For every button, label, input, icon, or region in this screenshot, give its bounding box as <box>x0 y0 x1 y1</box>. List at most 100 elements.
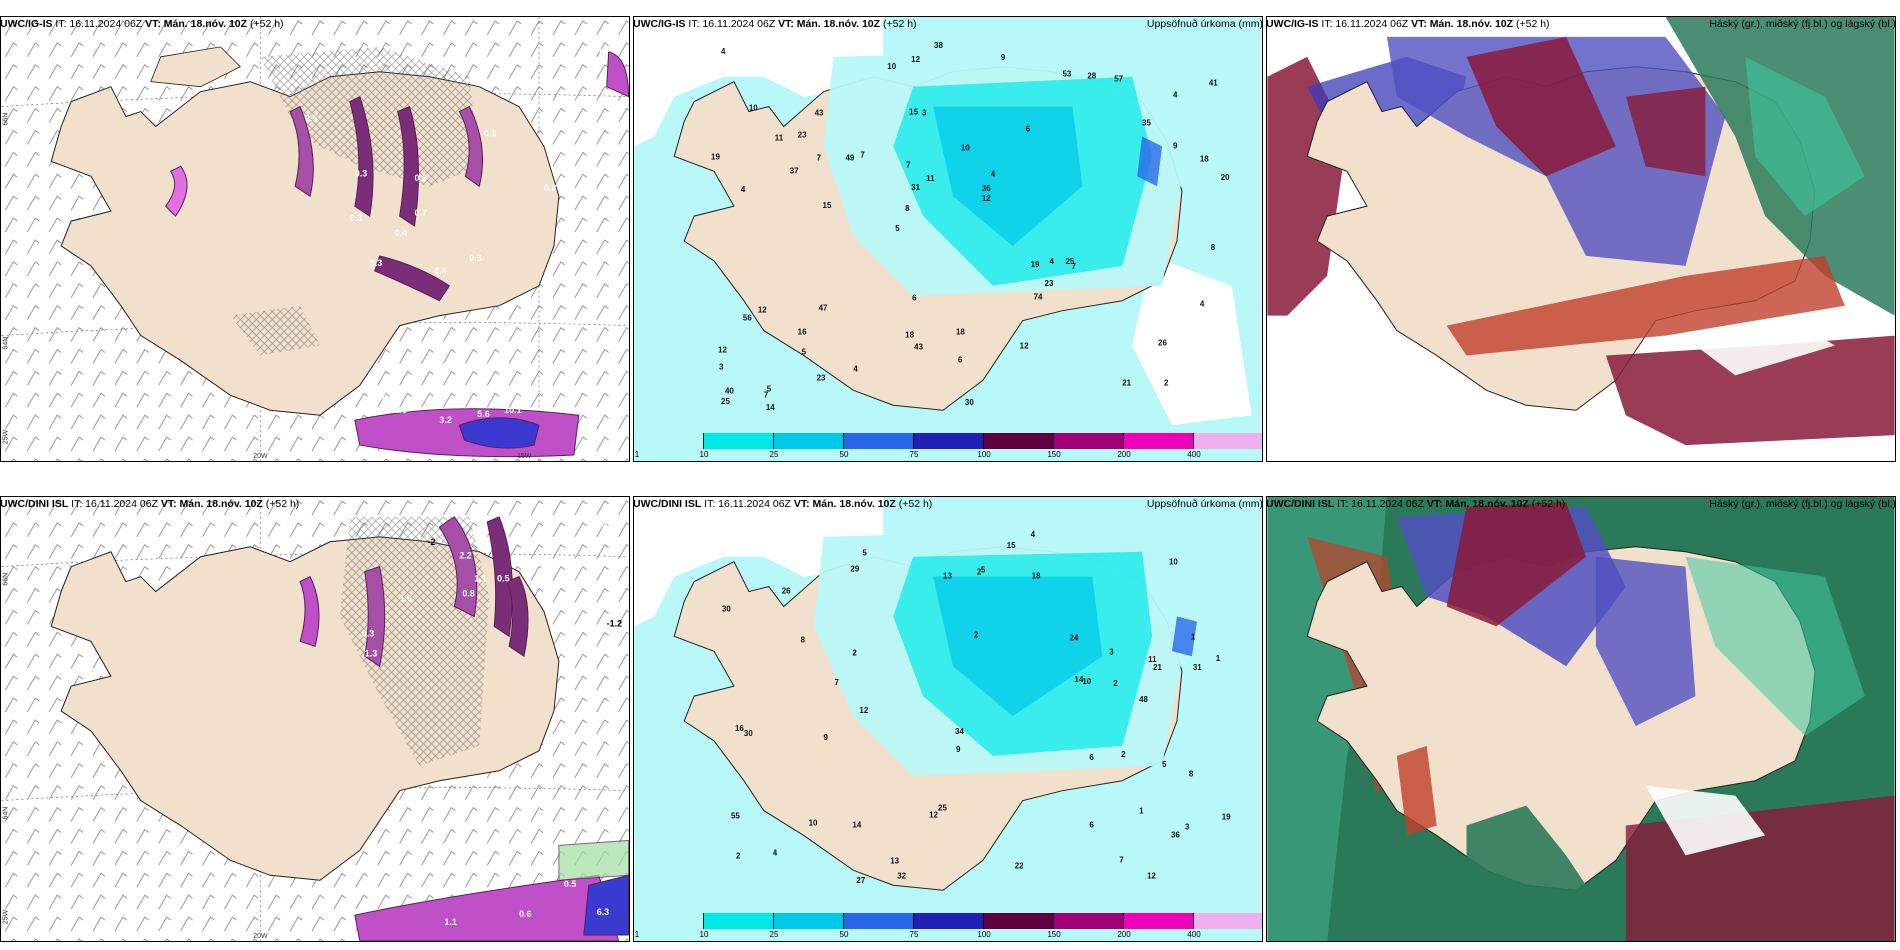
colorbar-swatch <box>1194 433 1262 449</box>
precip-value: 12 <box>929 811 938 820</box>
colorbar-tick: 200 <box>1117 930 1131 939</box>
precip-value: 25 <box>1065 257 1074 266</box>
wind-map-top: 0.5 0.6 0.7 0.3 0.4 0.3 0.4 0.3 0.6 0.8 … <box>1 17 629 461</box>
precip-value: 27 <box>856 876 865 885</box>
precip-value: 7 <box>764 390 769 399</box>
precip-value: 11 <box>926 174 935 183</box>
precip-value: 1 <box>1216 654 1221 663</box>
header-bot-mid: UWC/DINI ISL IT: 16.11.2024 06Z VT: Mán.… <box>633 496 1263 512</box>
precip-value: 19 <box>1222 813 1231 822</box>
precip-value: 1 <box>1191 632 1196 641</box>
precip-value: 12 <box>1147 871 1156 880</box>
precip-value: 4 <box>1200 300 1205 309</box>
precip-value: 8 <box>905 204 910 213</box>
wind-value: 0.4 <box>434 266 446 276</box>
wind-value: 0.6 <box>519 909 531 919</box>
precip-value: 47 <box>819 304 828 313</box>
colorbar-swatch <box>1054 913 1124 929</box>
colorbar-bot: 1 10 25 50 75 100 150 200 400 <box>634 913 1262 941</box>
colorbar-swatch <box>1194 913 1262 929</box>
precip-value: 10 <box>1169 558 1178 567</box>
colorbar-swatch <box>1124 433 1194 449</box>
panel-top-right <box>1266 16 1896 462</box>
precip-value: 36 <box>1171 830 1180 839</box>
precip-value: 3 <box>1185 823 1190 832</box>
panel-top-mid: 2 4 4 5 6 5 15 10 12 7 3 5 3 4 7 10 12 20 19 9 8 18 31 43 53 47 21… <box>633 16 1263 462</box>
precip-value: 10 <box>887 62 896 71</box>
model-name: UWC/IG-IS <box>633 18 686 30</box>
precip-value: 6 <box>1089 821 1094 830</box>
precip-value: 23 <box>1045 279 1054 288</box>
colorbar-swatch <box>984 913 1054 929</box>
precip-value: 28 <box>1087 72 1096 81</box>
header-bot-right: UWC/DINI ISL IT: 16.11.2024 06Z VT: Mán.… <box>1266 496 1896 512</box>
colorbar-swatch <box>914 913 984 929</box>
wind-value: 0.5 <box>564 879 576 889</box>
wind-value: 1.6 <box>400 594 412 604</box>
colorbar-tick: 1 <box>634 450 640 459</box>
precip-value: 4 <box>1031 530 1036 539</box>
colorbar-tick: 400 <box>1187 450 1201 459</box>
wind-value: 0.8 <box>544 183 556 193</box>
precip-value: 49 <box>845 153 854 162</box>
colorbar-tick: 25 <box>769 450 779 459</box>
precip-value: 10 <box>809 819 818 828</box>
valid-time: VT: Mán. 18.nóv. 10Z <box>145 18 248 30</box>
colorbar-tick: 400 <box>1187 930 1201 939</box>
colorbar-swatch <box>634 433 704 449</box>
precip-value: 25 <box>938 804 947 813</box>
precip-value: 40 <box>725 386 734 395</box>
precip-value: 74 <box>1034 293 1043 302</box>
colorbar-tick: 10 <box>699 930 709 939</box>
precip-value: 16 <box>798 328 807 337</box>
wind-value: -1.2 <box>607 618 622 628</box>
lead-time: (+52 h) <box>265 498 300 510</box>
wind-value: 0.7 <box>415 208 427 218</box>
precip-value: 2 <box>736 851 741 860</box>
precip-value: 35 <box>1142 119 1151 128</box>
precip-value: 30 <box>965 398 974 407</box>
precip-value: 13 <box>943 572 952 581</box>
colorbar-swatch <box>914 433 984 449</box>
precip-value: 13 <box>890 856 899 865</box>
precip-value: 12 <box>718 345 727 354</box>
lead-time: (+52 h) <box>882 18 917 30</box>
valid-time: VT: Mán. 18.nóv. 10Z <box>778 18 881 30</box>
precip-value: 4 <box>1050 257 1055 266</box>
precip-value: 21 <box>1122 378 1131 387</box>
precip-value: 37 <box>790 166 799 175</box>
colorbar-tick: 50 <box>839 450 849 459</box>
precip-value: 4 <box>773 848 778 857</box>
precip-value: 30 <box>722 604 731 613</box>
colorbar-swatch <box>774 913 844 929</box>
header-bot-left: UWC/DINI ISL IT: 16.11.2024 06Z VT: Mán.… <box>0 496 630 512</box>
colorbar-tick: 200 <box>1117 450 1131 459</box>
valid-time: VT: Mán. 18.nóv. 10Z <box>160 498 263 510</box>
wind-value: 0.6 <box>484 128 496 138</box>
precip-value: 10 <box>749 104 758 113</box>
wind-value: 0.5 <box>497 574 509 584</box>
precip-value: 55 <box>731 812 740 821</box>
precip-value: 6 <box>1026 124 1031 133</box>
precip-value: 8 <box>1189 770 1194 779</box>
colorbar-swatch <box>1124 913 1194 929</box>
colorbar-tick: 25 <box>769 930 779 939</box>
init-time: IT: 16.11.2024 06Z <box>1321 18 1409 30</box>
precip-value: 19 <box>1031 260 1040 269</box>
lead-time: (+52 h) <box>249 18 284 30</box>
init-time: IT: 16.11.2024 06Z <box>71 498 158 510</box>
panel-bot-left: 2.2 1.1 0.3 1.3 0.7 0.5 0.8 -1.2 -2 1.6 … <box>0 496 630 942</box>
precip-value: 15 <box>1007 541 1016 550</box>
field-title: Uppsöfnuð úrkoma (mm) <box>1146 18 1263 30</box>
colorbar-swatch <box>704 433 774 449</box>
axis-lat-25w: 25W <box>2 429 9 444</box>
colorbar-tick: 75 <box>909 450 919 459</box>
precip-value: 5 <box>802 347 807 356</box>
precip-value: 43 <box>815 109 824 118</box>
precip-value: 26 <box>1158 339 1167 348</box>
precip-value: 14 <box>852 821 861 830</box>
valid-time: VT: Mán. 18.nóv. 10Z <box>793 498 896 510</box>
wind-value: 0.3 <box>350 213 362 223</box>
precip-value: 12 <box>911 55 920 64</box>
precip-value: 4 <box>853 364 858 373</box>
